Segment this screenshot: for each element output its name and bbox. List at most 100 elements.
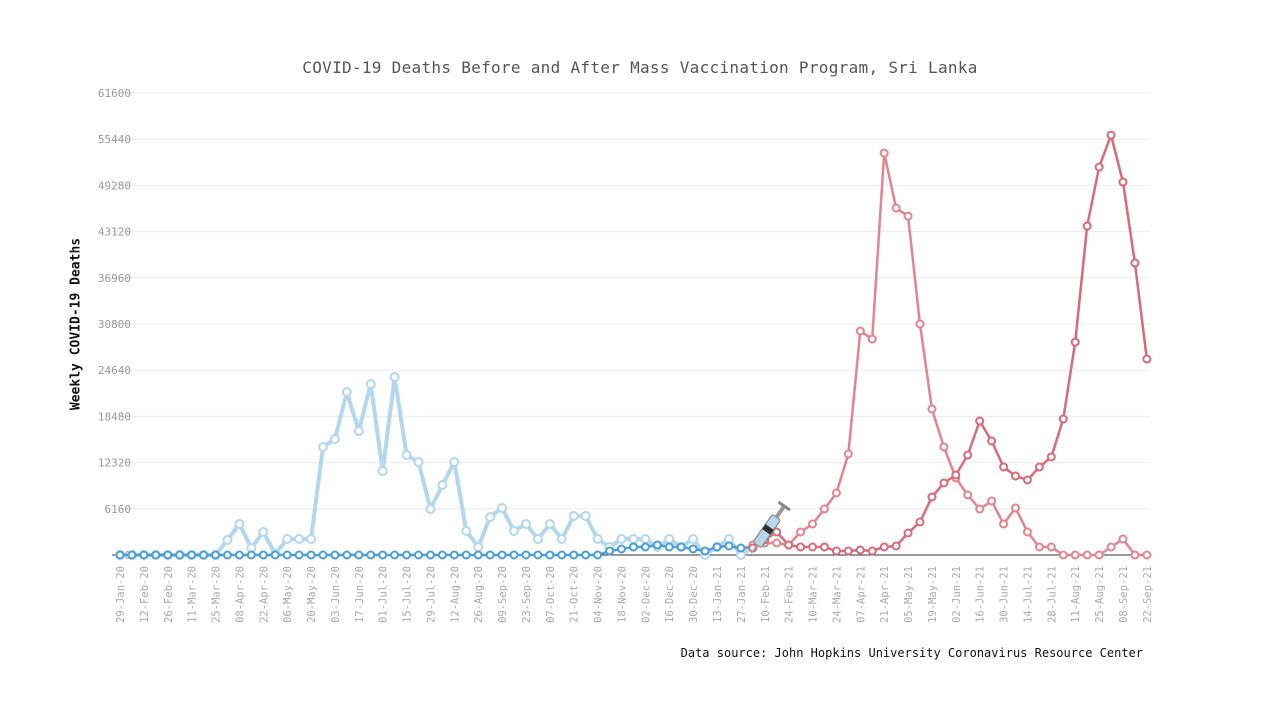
data-point [640,534,651,545]
data-point [1046,542,1056,552]
y-tick-label: 24640 [98,364,131,377]
data-point [999,462,1009,472]
x-tick-label: 17-Jun-20 [354,566,366,623]
data-point [414,550,423,560]
data-point [616,544,626,554]
data-point [139,550,149,560]
x-tick-label: 24-Mar-21 [831,566,843,623]
data-point [592,534,603,545]
x-tick-label: 08-Apr-20 [234,566,246,623]
data-point [1034,542,1044,552]
data-point [855,545,865,555]
x-tick-label: 26-Aug-20 [473,566,485,623]
data-point [234,519,245,530]
data-point [294,550,304,560]
data-point [831,488,841,498]
data-point [199,550,209,560]
data-point [700,546,710,556]
data-point [354,550,364,560]
series-layer [115,130,1152,560]
data-point [353,426,364,437]
data-point [449,550,459,560]
data-point [533,550,543,560]
data-point [951,470,961,480]
data-point [688,534,699,545]
data-point [497,502,508,513]
y-tick-label: 55440 [98,133,131,146]
data-point [365,379,376,389]
data-point [402,550,412,560]
series-line [752,133,1149,553]
data-point [258,550,268,560]
data-point [1046,452,1056,462]
x-tick-label: 02-Dec-20 [640,566,652,623]
data-point [222,535,233,545]
x-tick-label: 01-Jul-20 [378,566,390,623]
x-tick-label: 19-May-21 [927,566,939,623]
data-point [461,526,472,536]
data-point [437,550,447,560]
series-line [120,375,754,557]
x-tick-label: 07-Apr-21 [855,566,867,623]
x-tick-label: 06-May-20 [282,566,294,623]
data-point [1070,337,1080,347]
data-point [389,372,400,383]
x-tick-label: 10-Feb-21 [760,566,772,623]
data-point [867,334,877,344]
data-point [987,496,997,506]
data-point [831,546,841,556]
data-point [306,534,317,545]
series-1 [115,540,758,560]
data-point [1034,462,1044,472]
data-point [318,550,328,560]
data-point [485,550,495,560]
x-tick-label: 13-Jan-21 [712,566,724,623]
data-point [927,404,937,414]
data-point [330,550,340,560]
data-point [175,550,185,560]
data-point [425,504,436,515]
x-tick-label: 27-Jan-21 [736,566,748,623]
data-point [580,511,591,521]
data-point [939,478,949,488]
data-point [390,550,400,560]
x-tick-label: 07-Oct-20 [545,566,557,623]
y-tick-label: 18480 [98,410,131,423]
syringe-icon [750,500,791,554]
y-axis-ticks: 0616012320184802464030800369604312049280… [98,87,131,562]
data-point [963,490,973,500]
data-point [1011,471,1020,481]
data-point [163,550,173,560]
data-point [819,504,829,514]
data-point [1022,475,1032,485]
data-point [497,550,507,560]
data-point [724,541,734,551]
data-point [520,519,531,530]
data-point [676,542,686,552]
x-tick-label: 22-Sep-21 [1142,566,1154,623]
data-point [640,542,650,552]
data-point [843,449,853,459]
data-point [1142,354,1152,364]
data-point [1094,550,1104,560]
data-point [772,538,782,548]
data-point [939,442,949,452]
y-tick-label: 30800 [98,318,131,331]
data-point [544,519,555,530]
data-point [1106,130,1116,140]
x-tick-label: 23-Sep-20 [521,566,533,623]
y-tick-label: 6160 [105,503,132,516]
x-tick-label: 12-Feb-20 [139,566,151,623]
y-tick-label: 61600 [98,87,131,100]
data-point [1094,162,1104,172]
data-point [294,534,305,545]
data-point [879,148,889,158]
data-point [317,442,328,452]
data-point [521,550,531,560]
data-point [413,457,424,467]
data-point [963,450,973,460]
data-point [366,550,376,560]
data-point [903,211,913,221]
data-point [1130,258,1140,268]
